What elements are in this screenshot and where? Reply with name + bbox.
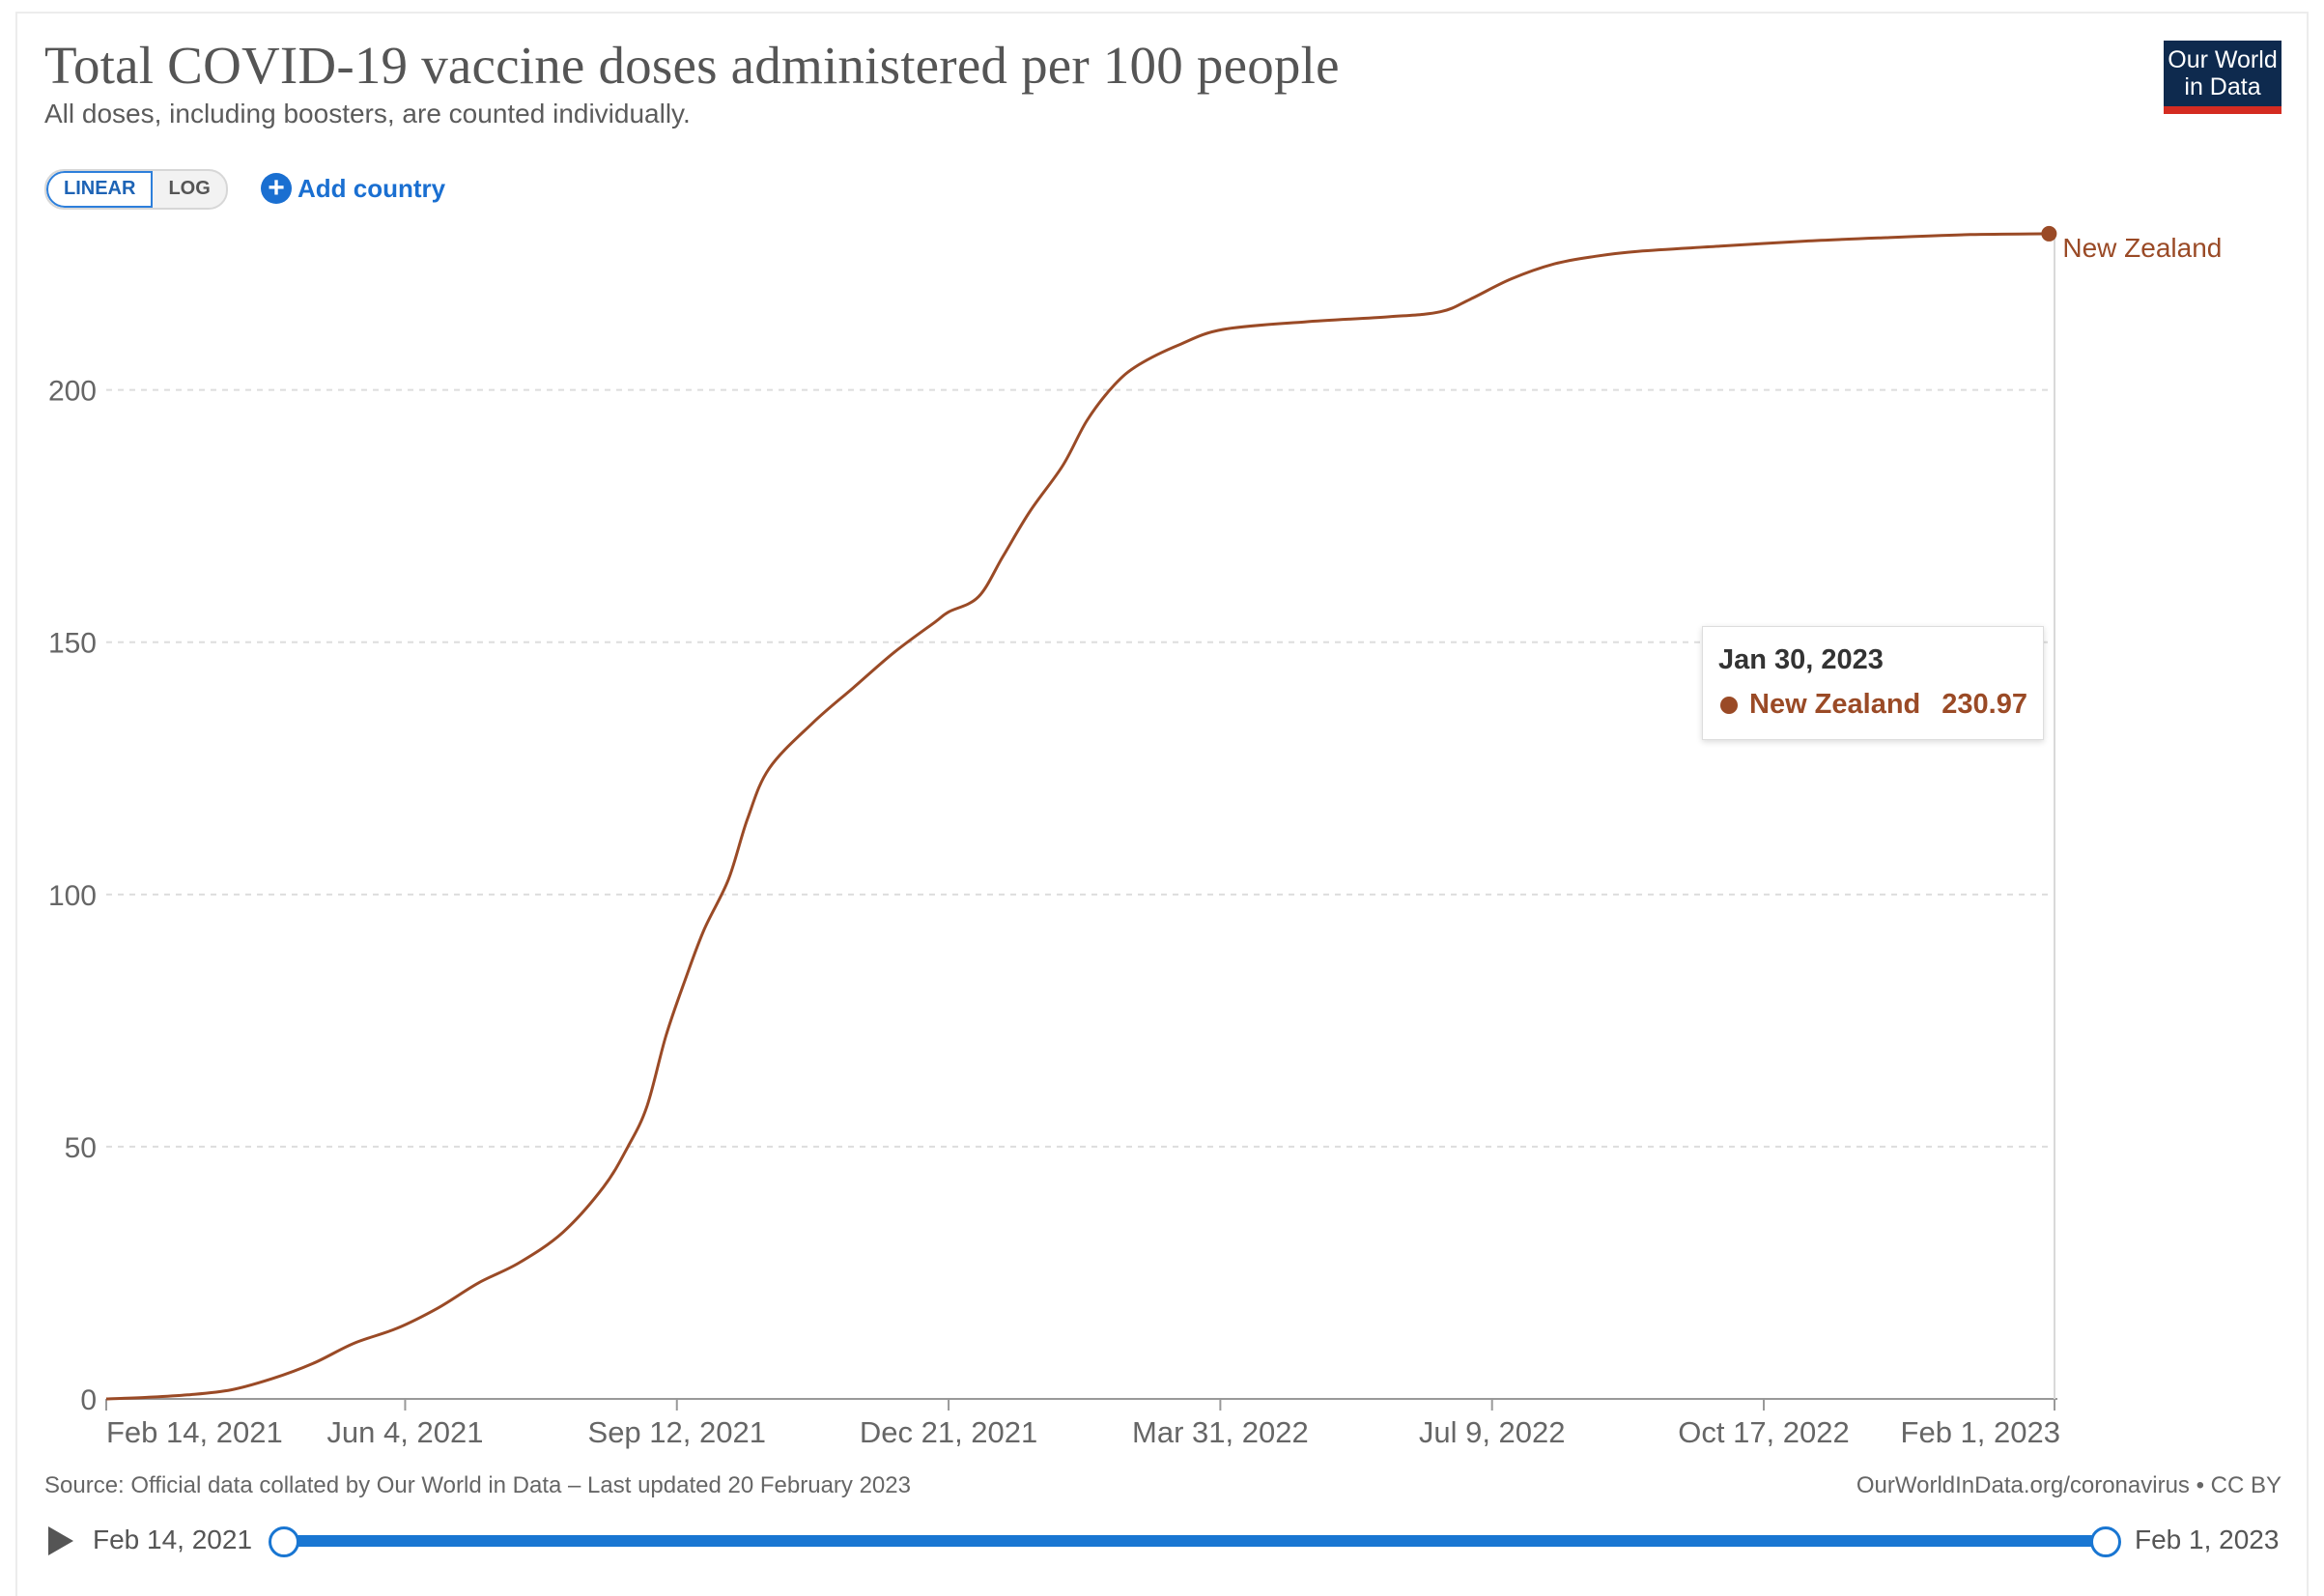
timeline-track[interactable] (282, 1535, 2104, 1547)
add-country-label: Add country (298, 173, 446, 203)
chart-subtitle: All doses, including boosters, are count… (44, 99, 691, 128)
logo-accent-bar (2164, 106, 2281, 114)
tooltip: Jan 30, 2023 New Zealand 230.97 (1702, 626, 2044, 740)
plus-circle-icon: + (261, 173, 292, 204)
series-layer: New Zealand (105, 225, 2222, 1401)
y-tick-label: 200 (48, 376, 97, 408)
chart-frame (15, 12, 2309, 1596)
timeline-end-handle[interactable] (2090, 1526, 2121, 1557)
tooltip-series-value: 230.97 (1941, 689, 2027, 720)
y-tick-label: 50 (65, 1132, 97, 1164)
tooltip-series-dot (1720, 697, 1738, 714)
log-scale-button[interactable]: LOG (168, 178, 211, 199)
source-note: Source: Official data collated by Our Wo… (44, 1472, 911, 1498)
timeline-start-label: Feb 14, 2021 (93, 1525, 253, 1554)
series-label: New Zealand (2062, 233, 2222, 263)
owid-logo[interactable]: Our World in Data (2164, 41, 2281, 114)
x-tick-label: Feb 14, 2021 (106, 1415, 283, 1449)
tooltip-series-name: New Zealand (1749, 689, 1921, 720)
y-tick-label: 0 (80, 1384, 97, 1416)
tooltip-date: Jan 30, 2023 (1718, 644, 1884, 675)
timeline-end-label: Feb 1, 2023 (2135, 1525, 2280, 1554)
y-axis-tick-labels: 0 50 100 150 200 (48, 376, 97, 1416)
add-country-button[interactable]: + Add country (261, 169, 445, 208)
timeline-start-handle[interactable] (269, 1526, 299, 1557)
series-end-point (2041, 225, 2057, 242)
series-line (105, 232, 2050, 1401)
x-tick-label: Jul 9, 2022 (1419, 1415, 1566, 1449)
x-axis-ticks: Feb 14, 2021 Jun 4, 2021 Sep 12, 2021 Dec 2… (105, 1399, 2060, 1449)
scale-toggle: LINEAR LOG (44, 169, 228, 210)
logo-line-1: Our World (2168, 46, 2278, 73)
y-tick-label: 100 (48, 880, 97, 912)
y-tick-label: 150 (48, 628, 97, 660)
x-tick-label: Oct 17, 2022 (1678, 1415, 1850, 1449)
chart-title: Total COVID-19 vaccine doses administere… (44, 36, 1340, 95)
credit-link[interactable]: OurWorldInData.org/coronavirus • CC BY (1856, 1472, 2281, 1498)
x-tick-label: Feb 1, 2023 (1901, 1415, 2060, 1449)
logo-line-2: in Data (2184, 73, 2261, 100)
linear-scale-button[interactable]: LINEAR (46, 171, 154, 208)
play-icon[interactable] (48, 1526, 73, 1555)
x-tick-label: Sep 12, 2021 (588, 1415, 766, 1449)
x-tick-label: Dec 21, 2021 (860, 1415, 1037, 1449)
x-tick-label: Mar 31, 2022 (1132, 1415, 1309, 1449)
gridlines (106, 388, 2055, 1148)
x-tick-label: Jun 4, 2021 (326, 1415, 483, 1449)
